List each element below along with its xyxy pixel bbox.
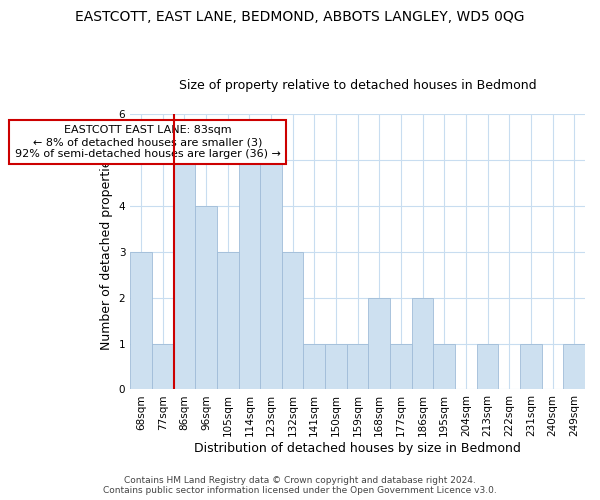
Bar [390, 344, 412, 390]
Bar [368, 298, 390, 390]
Bar [347, 344, 368, 390]
Text: EASTCOTT EAST LANE: 83sqm
← 8% of detached houses are smaller (3)
92% of semi-de: EASTCOTT EAST LANE: 83sqm ← 8% of detach… [14, 126, 280, 158]
X-axis label: Distribution of detached houses by size in Bedmond: Distribution of detached houses by size … [194, 442, 521, 455]
Text: EASTCOTT, EAST LANE, BEDMOND, ABBOTS LANGLEY, WD5 0QG: EASTCOTT, EAST LANE, BEDMOND, ABBOTS LAN… [75, 10, 525, 24]
Bar [304, 344, 325, 390]
Bar [130, 252, 152, 390]
Bar [217, 252, 239, 390]
Bar [412, 298, 433, 390]
Title: Size of property relative to detached houses in Bedmond: Size of property relative to detached ho… [179, 79, 536, 92]
Bar [433, 344, 455, 390]
Bar [325, 344, 347, 390]
Bar [195, 206, 217, 390]
Text: Contains HM Land Registry data © Crown copyright and database right 2024.
Contai: Contains HM Land Registry data © Crown c… [103, 476, 497, 495]
Bar [260, 160, 282, 390]
Bar [563, 344, 585, 390]
Bar [239, 160, 260, 390]
Bar [477, 344, 499, 390]
Bar [282, 252, 304, 390]
Y-axis label: Number of detached properties: Number of detached properties [100, 153, 113, 350]
Bar [152, 344, 173, 390]
Bar [173, 160, 195, 390]
Bar [520, 344, 542, 390]
